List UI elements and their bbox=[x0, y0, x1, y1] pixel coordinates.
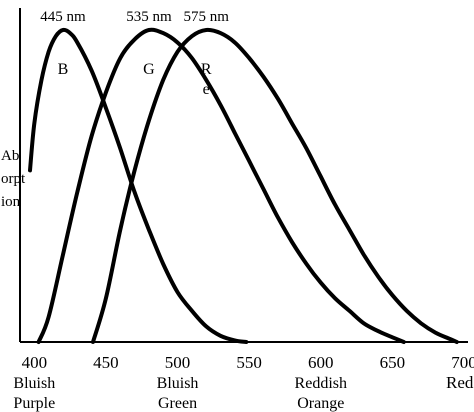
x-tick-450: 450 bbox=[93, 353, 119, 372]
series-g-peak-label: 535 nm bbox=[126, 9, 172, 25]
x-tick-600: 600 bbox=[308, 353, 334, 372]
x-tick-700: 700 bbox=[451, 353, 474, 372]
category-label-purple: Purple bbox=[13, 395, 55, 412]
series-b-letter: B bbox=[58, 61, 69, 78]
x-tick-500: 500 bbox=[165, 353, 191, 372]
curve-letters: B G Re bbox=[58, 61, 212, 98]
x-tick-550: 550 bbox=[236, 353, 262, 372]
curves bbox=[28, 27, 459, 344]
series-r-curve bbox=[91, 27, 459, 344]
category-label-bluish: Bluish bbox=[13, 375, 55, 392]
y-label-line-1: Ab bbox=[1, 148, 19, 164]
x-tick-650: 650 bbox=[380, 353, 406, 372]
y-label-line-2: orpt bbox=[1, 171, 26, 187]
category-label-orange: Orange bbox=[297, 395, 344, 412]
peak-labels: 445 nm 535 nm 575 nm bbox=[40, 9, 229, 25]
series-g-curve bbox=[36, 27, 406, 344]
category-label-reddish: Reddish bbox=[295, 375, 347, 392]
series-g-letter: G bbox=[143, 61, 155, 78]
y-axis-label: Ab orpt ion bbox=[1, 148, 26, 210]
series-b-curve bbox=[28, 27, 249, 344]
category-label-bluish: Bluish bbox=[157, 375, 199, 392]
category-labels: Bluish Purple Bluish Green Reddish Orange bbox=[13, 375, 347, 412]
x-tick-400: 400 bbox=[22, 353, 48, 372]
x-tick-labels: 400 450 500 550 600 650 700 bbox=[22, 353, 474, 372]
series-b-peak-label: 445 nm bbox=[40, 9, 86, 25]
series-r-letter: e bbox=[203, 81, 210, 98]
x-axis-unit-label: Red bbox=[446, 373, 474, 392]
y-label-line-3: ion bbox=[1, 194, 21, 210]
series-r-letter: R bbox=[201, 61, 212, 78]
category-label-green: Green bbox=[158, 395, 197, 412]
series-r-peak-label: 575 nm bbox=[183, 9, 229, 25]
